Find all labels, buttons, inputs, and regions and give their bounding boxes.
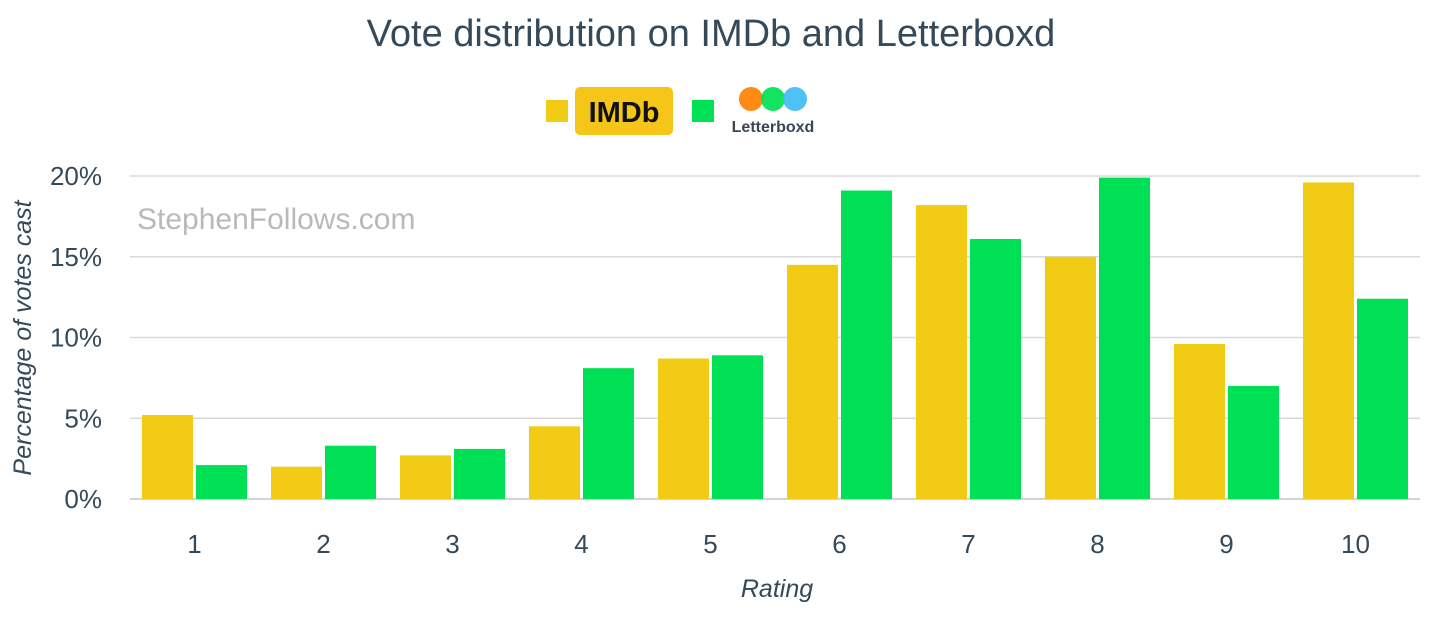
- x-tick-label: 1: [187, 529, 201, 559]
- y-axis-ticks: 0% 5% 10% 15% 20%: [50, 161, 102, 514]
- bar-imdb-rating-8: IMDb 8: 15%: [1045, 256, 1096, 499]
- x-tick-label: 6: [832, 529, 846, 559]
- y-tick-label: 10%: [50, 323, 102, 353]
- bar-letterboxd-rating-2: Letterboxd 2: 3.3%: [325, 445, 376, 499]
- bar-imdb-rating-6: IMDb 6: 14.5%: [787, 264, 838, 499]
- y-tick-label: 20%: [50, 161, 102, 191]
- letterboxd-dot-orange: [739, 87, 763, 111]
- bar-letterboxd-rating-3: Letterboxd 3: 3.1%: [454, 448, 505, 499]
- x-tick-label: 10: [1341, 529, 1370, 559]
- x-tick-label: 9: [1219, 529, 1233, 559]
- x-axis-label: Rating: [741, 575, 813, 603]
- legend-swatch-letterboxd: [692, 100, 714, 122]
- y-tick-label: 5%: [64, 403, 102, 433]
- y-tick-label: 0%: [64, 484, 102, 514]
- x-tick-label: 3: [445, 529, 459, 559]
- x-tick-label: 7: [961, 529, 975, 559]
- x-axis-ticks: 1 2 3 4 5 6 7 8 9 10: [187, 529, 1370, 559]
- legend-swatch-imdb: [546, 100, 568, 122]
- bar-letterboxd-rating-5: Letterboxd 5: 8.9%: [712, 355, 763, 499]
- bar-imdb-rating-1: IMDb 1: 5.2%: [142, 415, 193, 499]
- bar-letterboxd-rating-8: Letterboxd 8: 19.9%: [1099, 177, 1150, 500]
- bar-imdb-rating-2: IMDb 2: 2%: [271, 466, 322, 499]
- x-tick-label: 5: [703, 529, 717, 559]
- watermark-text: StephenFollows.com: [137, 203, 415, 236]
- bar-letterboxd-rating-1: Letterboxd 1: 2.1%: [196, 465, 247, 499]
- x-tick-label: 2: [316, 529, 330, 559]
- letterboxd-dot-blue: [783, 87, 807, 111]
- bar-letterboxd-rating-7: Letterboxd 7: 16.1%: [970, 238, 1021, 500]
- x-tick-label: 8: [1090, 529, 1104, 559]
- bar-letterboxd-rating-6: Letterboxd 6: 19.1%: [841, 190, 892, 499]
- letterboxd-dot-green: [761, 87, 785, 111]
- y-tick-label: 15%: [50, 242, 102, 272]
- bar-imdb-rating-7: IMDb 7: 18.2%: [916, 205, 967, 499]
- x-tick-label: 4: [574, 529, 588, 559]
- chart-title: Vote distribution on IMDb and Letterboxd: [367, 13, 1056, 55]
- bar-imdb-rating-4: IMDb 4: 4.5%: [529, 426, 580, 499]
- y-axis-label: Percentage of votes cast: [9, 199, 37, 475]
- bar-imdb-rating-5: IMDb 5: 8.7%: [658, 358, 709, 499]
- chart-legend: IMDb Letterboxd: [546, 87, 814, 136]
- bar-imdb-rating-9: IMDb 9: 9.6%: [1174, 343, 1225, 499]
- bar-letterboxd-rating-10: Letterboxd 10: 12.4%: [1357, 298, 1408, 499]
- bars: IMDb 1: 5.2%Letterboxd 1: 2.1% IMDb 2: 2%…: [142, 177, 1408, 500]
- letterboxd-logo-text: Letterboxd: [732, 119, 815, 136]
- bar-imdb-rating-3: IMDb 3: 2.7%: [400, 455, 451, 499]
- bar-letterboxd-rating-4: Letterboxd 4: 8.1%: [583, 368, 634, 499]
- imdb-logo: [575, 87, 673, 135]
- imdb-logo-text: IMDb: [589, 97, 660, 129]
- bar-imdb-rating-10: IMDb 10: 19.6%: [1303, 182, 1354, 499]
- bar-letterboxd-rating-9: Letterboxd 9: 7%: [1228, 385, 1279, 499]
